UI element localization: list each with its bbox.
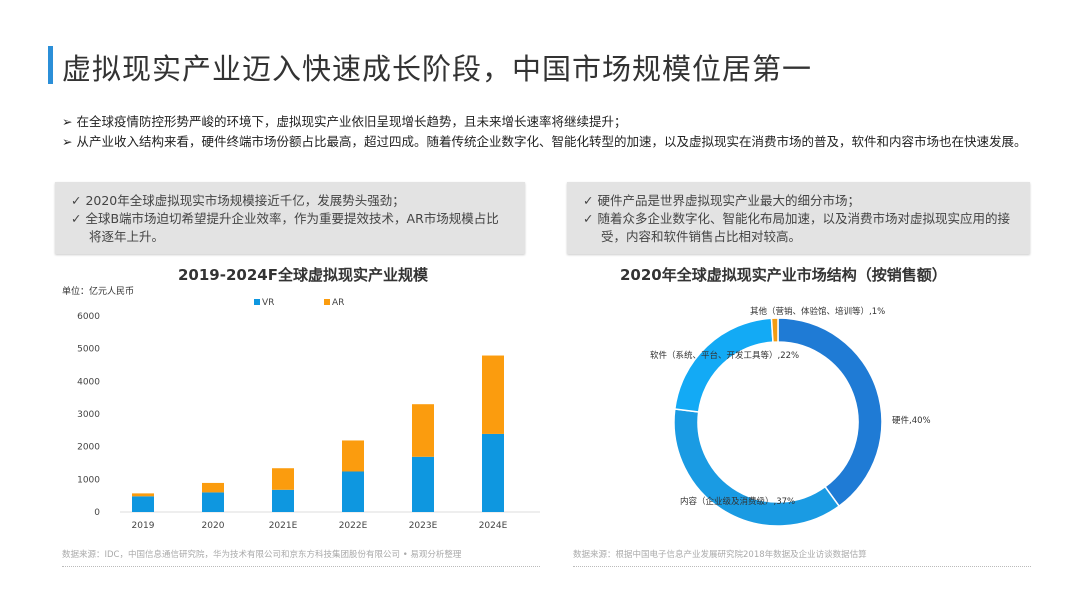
y-tick-label: 5000 bbox=[77, 345, 100, 355]
bar-ar bbox=[482, 355, 504, 434]
title-accent-bar bbox=[48, 46, 53, 84]
y-tick-label: 1000 bbox=[77, 475, 100, 485]
y-tick-label: 4000 bbox=[77, 377, 100, 387]
highlight-item: ✓ 硬件产品是世界虚拟现实产业最大的细分市场； bbox=[583, 193, 860, 208]
bullet: ➢ 在全球疫情防控形势严峻的环境下，虚拟现实产业依旧呈现增长趋势，且未来增长速率… bbox=[62, 114, 627, 129]
x-tick-label: 2022E bbox=[339, 521, 368, 531]
donut-chart: 硬件,40% 内容（企业级及消费级）,37% 软件（系统、平台、开发工具等）,22%… bbox=[650, 306, 931, 527]
bar-vr bbox=[412, 456, 434, 512]
page-title: 虚拟现实产业迈入快速成长阶段，中国市场规模位居第一 bbox=[62, 52, 813, 86]
donut-chart-title: 2020年全球虚拟现实产业市场结构（按销售额） bbox=[620, 266, 947, 284]
slice-label: 其他（营销、体验馆、培训等）,1% bbox=[750, 306, 885, 317]
bar-source: 数据来源：IDC，中国信息通信研究院，华为技术有限公司和京东方科技集团股份有限公… bbox=[62, 548, 540, 567]
bar-chart-title: 2019-2024F全球虚拟现实产业规模 bbox=[178, 266, 428, 284]
left-highlight-box: ✓ 2020年全球虚拟现实市场规模接近千亿，发展势头强劲； ✓ 全球B端市场迫切… bbox=[55, 182, 525, 254]
bar-chart: 0 1000 2000 3000 4000 5000 6000 2019 2020 2021E 20… bbox=[77, 298, 540, 531]
bar-vr bbox=[482, 433, 504, 512]
bar-vr bbox=[132, 496, 154, 512]
donut-source: 数据来源：根据中国电子信息产业发展研究院2018年数据及企业访谈数据估算 bbox=[573, 548, 1031, 567]
donut-slice bbox=[673, 408, 841, 527]
legend-label: VR bbox=[262, 298, 274, 308]
x-tick-label: 2021E bbox=[269, 521, 298, 531]
bar-ar bbox=[412, 404, 434, 457]
highlight-item: ✓ 随着众多企业数字化、智能化布局加速，以及消费市场对虚拟现实应用的接受，内容和… bbox=[583, 211, 1010, 244]
legend-label: AR bbox=[332, 298, 344, 308]
donut-slice bbox=[673, 317, 774, 413]
bar-ar bbox=[272, 468, 294, 490]
x-tick-label: 2019 bbox=[132, 521, 155, 531]
bullet: ➢ 从产业收入结构来看，硬件终端市场份额占比最高，超过四成。随着传统企业数字化、… bbox=[62, 134, 1027, 149]
slice-label: 硬件,40% bbox=[892, 415, 931, 426]
bar-ar bbox=[132, 493, 154, 497]
y-tick-label: 3000 bbox=[77, 410, 100, 420]
bar-vr bbox=[342, 471, 364, 512]
legend-swatch bbox=[254, 299, 260, 305]
slice-label: 内容（企业级及消费级）,37% bbox=[680, 496, 795, 507]
highlight-item: ✓ 全球B端市场迫切希望提升企业效率，作为重要提效技术，AR市场规模占比将逐年上… bbox=[71, 211, 499, 244]
right-highlight-box: ✓ 硬件产品是世界虚拟现实产业最大的细分市场； ✓ 随着众多企业数字化、智能化布… bbox=[567, 182, 1030, 254]
y-tick-label: 0 bbox=[94, 508, 100, 518]
unit-label: 单位：亿元人民币 bbox=[62, 287, 135, 297]
x-tick-label: 2024E bbox=[479, 521, 508, 531]
donut-slice bbox=[770, 317, 779, 343]
bar-vr bbox=[202, 492, 224, 512]
x-tick-label: 2023E bbox=[409, 521, 438, 531]
donut-slice bbox=[777, 317, 883, 508]
summary-bullets: ➢ 在全球疫情防控形势严峻的环境下，虚拟现实产业依旧呈现增长趋势，且未来增长速率… bbox=[62, 112, 1032, 152]
highlight-item: ✓ 2020年全球虚拟现实市场规模接近千亿，发展势头强劲； bbox=[71, 193, 405, 208]
bar-ar bbox=[202, 482, 224, 493]
bar-vr bbox=[272, 489, 294, 512]
bar-ar bbox=[342, 440, 364, 472]
x-tick-label: 2020 bbox=[202, 521, 225, 531]
y-tick-label: 6000 bbox=[77, 312, 100, 322]
y-tick-label: 2000 bbox=[77, 443, 100, 453]
legend-swatch bbox=[324, 299, 330, 305]
slice-label: 软件（系统、平台、开发工具等）,22% bbox=[650, 350, 799, 361]
